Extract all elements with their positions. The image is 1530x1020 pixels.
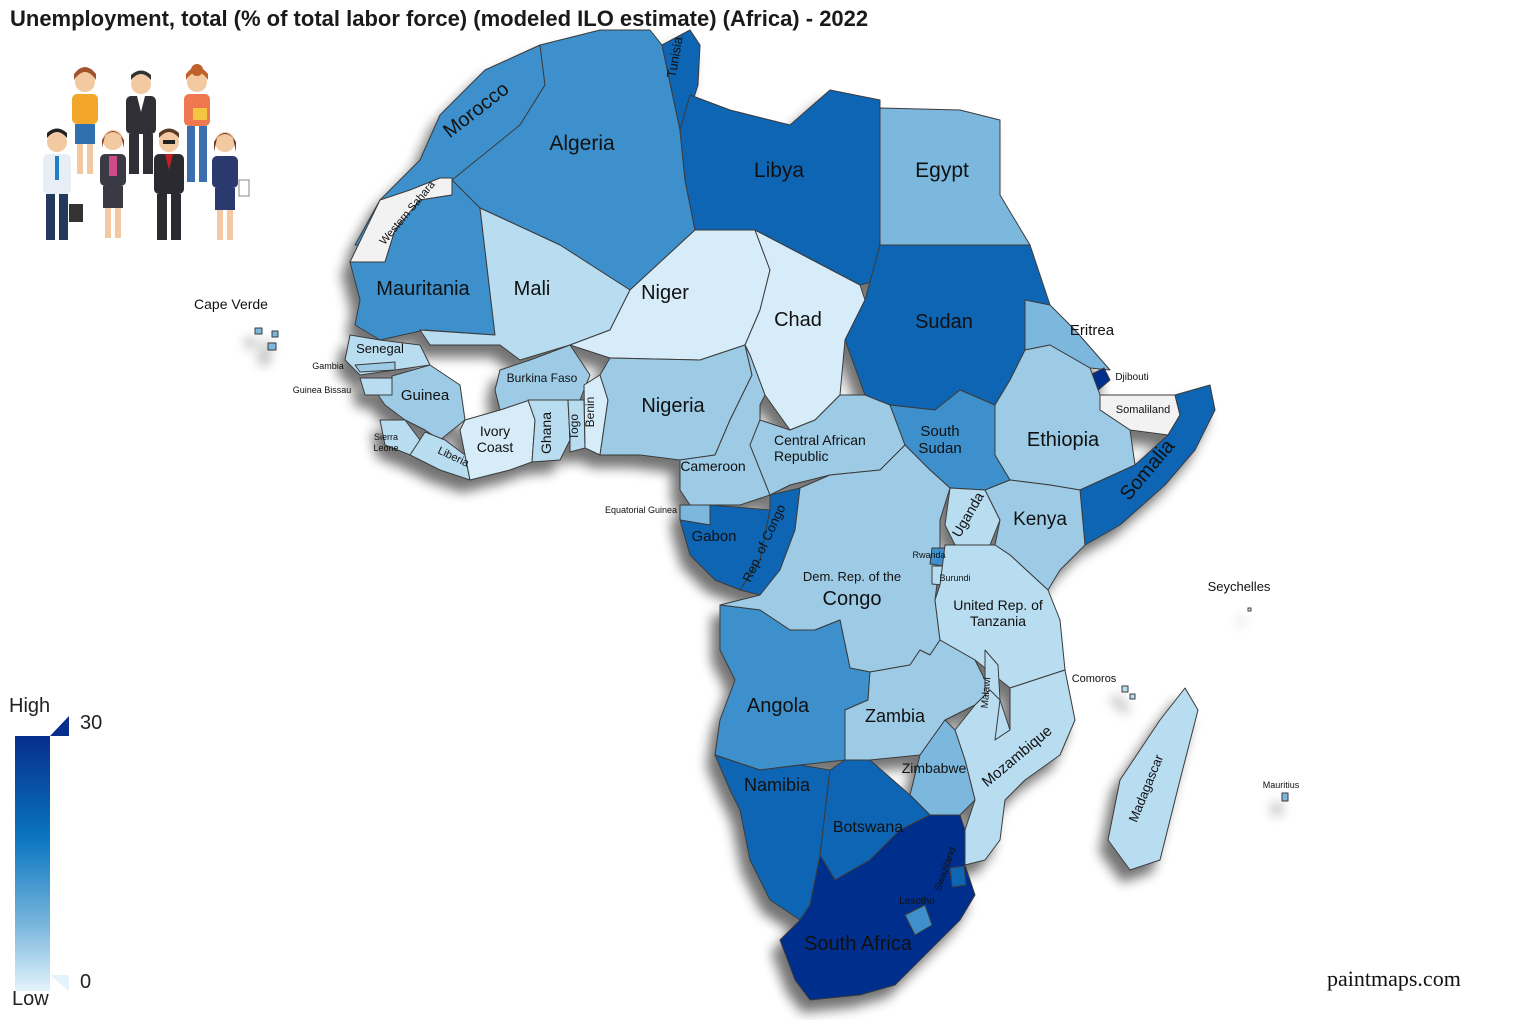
country-label-cameroon: Cameroon xyxy=(680,458,745,474)
country-label-mauritius: Mauritius xyxy=(1263,780,1300,790)
country-label-comoros: Comoros xyxy=(1072,673,1117,685)
country-guinea-bissau[interactable] xyxy=(359,377,393,396)
country-label-djibouti: Djibouti xyxy=(1115,372,1148,383)
legend-max-value: 30 xyxy=(80,712,103,734)
country-label-angola: Angola xyxy=(747,695,810,717)
legend-gradient-bar xyxy=(15,736,50,991)
country-label-algeria: Algeria xyxy=(549,132,615,155)
country-label-burkina-faso: Burkina Faso xyxy=(507,371,578,385)
country-label-mauritania: Mauritania xyxy=(376,278,470,300)
country-label-egypt: Egypt xyxy=(915,159,969,182)
country-label-gambia: Gambia xyxy=(312,361,344,371)
country-label-ghana: Ghana xyxy=(538,412,554,454)
country-seychelles[interactable] xyxy=(1247,607,1252,612)
country-label-burundi: Burundi xyxy=(939,573,970,583)
country-label-cape-verde: Cape Verde xyxy=(194,296,268,312)
country-mauritius[interactable] xyxy=(1281,792,1289,802)
country-label-ivory-coast: Ivory Coast xyxy=(477,423,514,455)
country-label-rwanda: Rwanda xyxy=(912,550,945,560)
country-label-sierra-leone: Sierra Leone xyxy=(373,432,398,453)
group-of-workers-icon xyxy=(43,64,250,240)
country-label-zimbabwe: Zimbabwe xyxy=(902,760,967,776)
country-label-zambia: Zambia xyxy=(865,706,926,726)
country-label-gabon: Gabon xyxy=(691,528,736,545)
map-title: Unemployment, total (% of total labor fo… xyxy=(10,6,869,31)
color-legend xyxy=(15,716,69,991)
country-label-eritrea: Eritrea xyxy=(1070,322,1115,339)
country-south-africa[interactable] xyxy=(779,814,976,1001)
country-label-malawi: Malawi xyxy=(980,677,994,709)
country-label-central-african-republic: Central African Republic xyxy=(774,432,866,464)
country-label-mali: Mali xyxy=(514,278,551,300)
country-label-benin: Benin xyxy=(583,397,597,428)
country-somalia[interactable] xyxy=(1079,384,1216,546)
country-label-namibia: Namibia xyxy=(744,775,811,795)
country-label-togo: Togo xyxy=(567,414,581,440)
country-cameroon[interactable] xyxy=(679,344,771,506)
country-cape-verde[interactable] xyxy=(254,327,279,351)
country-label-sudan: Sudan xyxy=(915,311,973,333)
country-label-tunisia: Tunisia xyxy=(664,35,686,79)
country-label-south-sudan: South Sudan xyxy=(918,423,961,457)
country-label-equatorial-guinea: Equatorial Guinea xyxy=(605,505,677,515)
country-label-kenya: Kenya xyxy=(1013,509,1067,530)
country-comoros[interactable] xyxy=(1121,685,1136,700)
country-gambia[interactable] xyxy=(354,361,396,373)
country-label-senegal: Senegal xyxy=(356,341,404,356)
legend-low-marker xyxy=(50,975,69,991)
country-label-south-africa: South Africa xyxy=(804,933,913,955)
country-label-tanzania: United Rep. of Tanzania xyxy=(953,597,1043,629)
country-label-guinea-bissau: Guinea Bissau xyxy=(293,385,352,395)
country-togo[interactable] xyxy=(567,399,586,453)
country-madagascar[interactable] xyxy=(1107,687,1199,871)
country-guinea[interactable] xyxy=(377,364,466,441)
legend-high-label: High xyxy=(9,695,51,717)
country-mali[interactable] xyxy=(419,207,631,361)
country-label-chad: Chad xyxy=(774,309,822,331)
country-swaziland[interactable] xyxy=(949,865,967,888)
country-label-lesotho: Lesotho xyxy=(899,896,935,907)
country-lesotho[interactable] xyxy=(904,904,933,936)
country-label-niger: Niger xyxy=(641,282,689,304)
country-label-ethiopia: Ethiopia xyxy=(1027,429,1100,451)
legend-low-label: Low xyxy=(12,988,49,1010)
legend-min-value: 0 xyxy=(80,971,92,993)
country-label-dr-congo: Dem. Rep. of the Congo xyxy=(803,569,901,610)
legend-high-marker xyxy=(50,716,69,736)
country-label-botswana: Botswana xyxy=(833,819,903,836)
country-label-somaliland: Somaliland xyxy=(1116,404,1170,416)
country-kenya[interactable] xyxy=(984,479,1086,591)
country-label-seychelles: Seychelles xyxy=(1208,579,1271,594)
credit-text: paintmaps.com xyxy=(1327,966,1461,991)
country-label-guinea: Guinea xyxy=(401,387,450,404)
country-label-nigeria: Nigeria xyxy=(641,395,705,417)
country-label-libya: Libya xyxy=(754,159,805,182)
